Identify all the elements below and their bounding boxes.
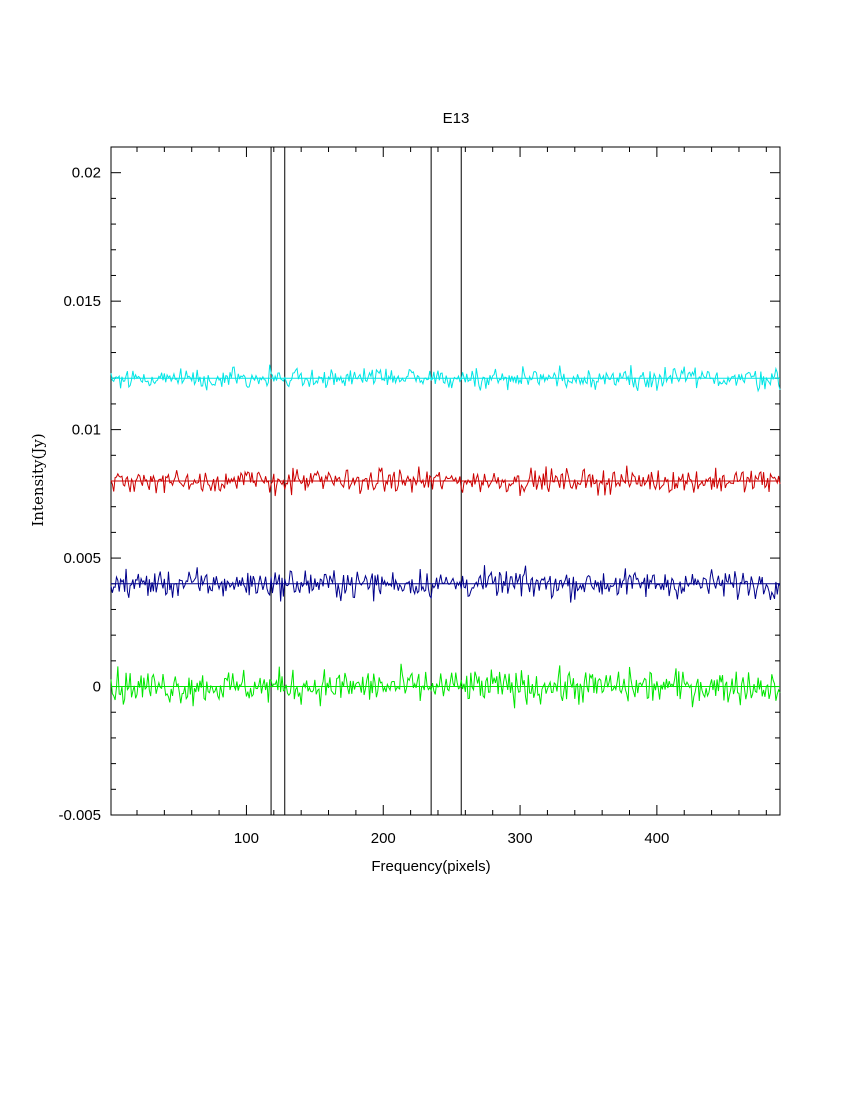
x-tick-label: 400 xyxy=(644,830,669,847)
y-tick-label: -0.005 xyxy=(58,807,101,824)
x-axis-label: Frequency(pixels) xyxy=(371,858,490,875)
y-tick-label: 0 xyxy=(93,679,101,696)
y-tick-label: 0.02 xyxy=(72,165,101,182)
y-axis-label: Intensity(Jy) xyxy=(29,433,47,526)
series-line xyxy=(110,565,781,603)
x-tick-label: 200 xyxy=(371,830,396,847)
x-tick-labels: 100 200 300 400 xyxy=(234,830,669,847)
x-tick-label: 100 xyxy=(234,830,259,847)
y-tick-label: 0.01 xyxy=(72,422,101,439)
y-tick-label: 0.015 xyxy=(63,293,101,310)
chart-title: E13 xyxy=(443,110,470,127)
x-tick-label: 300 xyxy=(508,830,533,847)
series-line xyxy=(110,465,781,497)
y-tick-label: 0.005 xyxy=(63,550,101,567)
series-line xyxy=(110,663,781,709)
series-lines xyxy=(110,364,781,709)
y-tick-labels: -0.005 0 0.005 0.01 0.015 0.02 xyxy=(58,165,101,824)
series-line xyxy=(110,364,781,393)
